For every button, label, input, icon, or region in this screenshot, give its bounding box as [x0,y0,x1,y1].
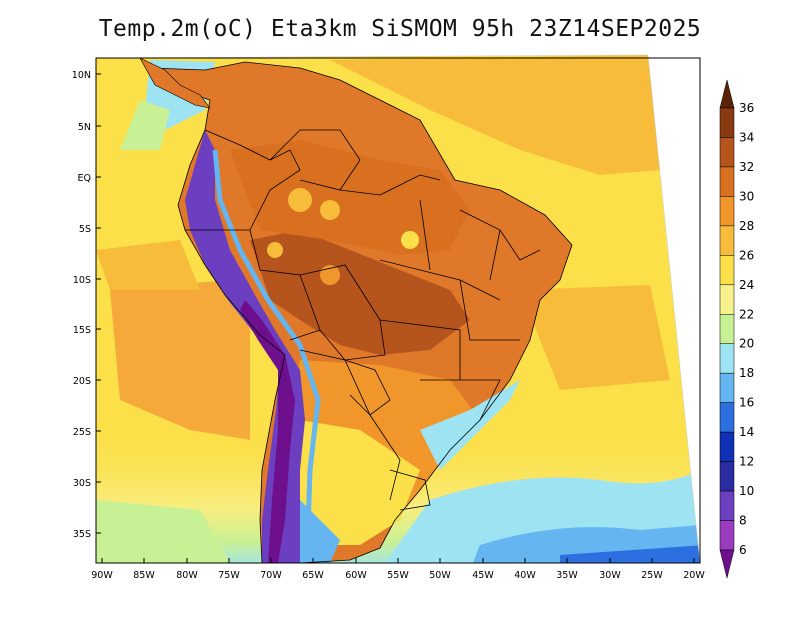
ocean-pacific-band [96,240,200,290]
lat-tick-label: 35S [73,529,91,540]
warm-spot-3 [401,231,419,249]
lon-tick-label: 80W [176,570,198,581]
colorbar-swatch [719,196,735,227]
lat-tick-label: 15S [73,325,91,336]
lon-tick-label: 65W [302,570,324,581]
lat-tick-label: 20S [73,376,91,387]
colorbar-label: 34 [739,130,754,144]
colorbar-label: 22 [739,307,754,321]
colorbar-swatch [719,314,735,344]
lat-tick-label: 10N [72,70,91,81]
colorbar-swatch [719,284,735,315]
panama-land [139,57,211,109]
border-venezuela [269,129,361,191]
border-brazil-states-1 [379,199,520,421]
border-brazil-states-2 [459,209,541,281]
south-america-land [150,62,572,563]
lon-tick-label: 85W [133,570,155,581]
lon-tick-label: 40W [514,570,536,581]
warm-spot-4 [267,242,283,258]
lon-tick-label: 55W [387,570,409,581]
colorbar-swatch [719,461,735,492]
ocean-mild-panama [120,100,170,150]
interior-hot [250,230,470,355]
andes-coldest [240,300,295,563]
lon-tick-label: 35W [556,570,578,581]
pampas-mild [295,420,420,545]
amazon-warm [230,140,470,255]
lat-tick-label: 30S [73,478,91,489]
colorbar-swatch [719,372,735,403]
southeast-coast-cool [420,380,520,470]
continent-outline [149,61,573,563]
warm-spot-1 [288,188,312,212]
lon-tick-label: 25W [641,570,663,581]
lat-tick-label: 10S [73,275,91,286]
border-uruguay [389,469,431,511]
ocean-warm-north [330,55,660,175]
lon-tick-label: 20W [683,570,705,581]
colorbar: 36 34 32 30 28 26 24 22 20 18 16 14 12 10 8 6 [719,79,754,579]
border-peru [185,229,321,341]
ocean-cool-south-pacific [96,500,230,563]
lon-tick-label: 50W [429,570,451,581]
lon-tick-label: 75W [218,570,240,581]
lon-tick-label: 90W [91,570,113,581]
colorbar-swatch [719,490,735,521]
colorbar-label: 8 [739,514,747,528]
colorbar-swatch [719,402,735,433]
lat-tick-label: 5S [79,224,91,235]
colorbar-label: 26 [739,248,754,262]
border-paraguay [344,359,391,416]
colorbar-swatch [719,520,735,551]
map-title: Temp.2m(oC) Eta3km SiSMOM 95h 23Z14SEP20… [98,16,702,42]
colorbar-swatch [719,166,735,197]
lon-axis: 90W 85W 80W 75W 70W 65W 60W 55W 50W 45W … [91,558,705,581]
colorbar-swatch [719,225,735,256]
colorbar-label: 6 [739,543,747,557]
colorbar-label: 32 [739,160,754,174]
colorbar-swatch [719,343,735,374]
colorbar-swatch [719,431,735,462]
border-argentina [299,349,401,501]
lon-tick-label: 70W [260,570,282,581]
lon-tick-label: 30W [599,570,621,581]
border-brazil-north [339,174,441,196]
warm-spot-2 [320,200,340,220]
andes-edge-cool [212,149,321,531]
colorbar-min-arrow [719,549,735,579]
colorbar-swatch [719,137,735,168]
lon-tick-label: 60W [345,570,367,581]
colorbar-max-arrow [719,79,735,109]
colorbar-label: 24 [739,278,754,292]
central-america [139,57,211,109]
warm-spot-5 [320,265,340,285]
colorbar-label: 28 [739,219,754,233]
lat-tick-label: EQ [78,173,91,184]
colorbar-label: 20 [739,337,754,351]
country-borders [149,61,573,563]
lon-tick-label: 45W [472,570,494,581]
ocean-warm-pacific [110,280,250,440]
colorbar-label: 10 [739,484,754,498]
border-colombia [204,129,301,231]
lat-tick-label: 5N [78,122,91,133]
colorbar-label: 18 [739,366,754,380]
border-bolivia [299,264,386,361]
colorbar-swatch [719,255,735,286]
ocean-warm-atlantic [520,285,670,390]
colorbar-label: 36 [739,101,754,115]
colorbar-label: 16 [739,396,754,410]
ocean-coldest-south-atlantic [560,545,700,563]
colorbar-label: 14 [739,425,754,439]
colorbar-swatch [719,107,735,138]
colorbar-label: 30 [739,189,754,203]
colorbar-label: 12 [739,455,754,469]
lat-axis: 10N 5N EQ 5S 10S 15S 20S 25S 30S 35S [72,70,101,540]
andes-cold [185,130,305,563]
lat-tick-label: 25S [73,427,91,438]
